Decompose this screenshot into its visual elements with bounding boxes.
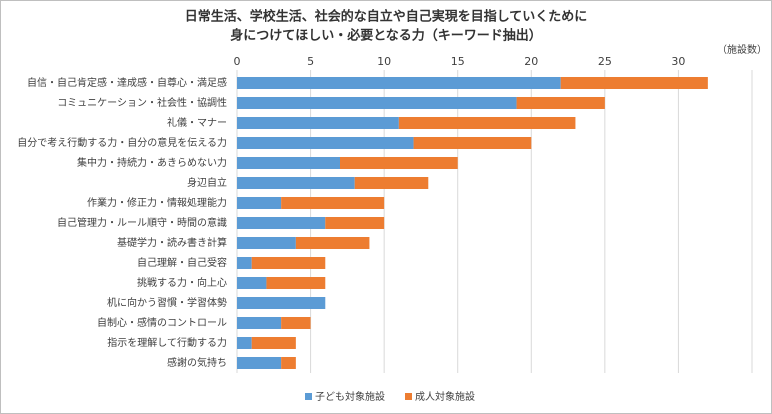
x-tick-label: 25 [598,55,612,68]
x-tick-label: 30 [671,55,685,68]
x-tick-label: 10 [377,55,391,68]
bar [237,77,561,89]
bar [398,117,576,129]
bar [237,297,326,309]
y-tick-label: 自己理解・自己受容 [137,256,227,269]
bar [251,337,296,349]
legend-swatch [305,393,312,400]
bar [251,257,326,269]
y-tick-label: 指示を理解して行動する力 [107,336,227,349]
y-tick-label: 礼儀・マナー [167,116,227,129]
bar [237,357,282,369]
bar [325,217,385,229]
bar [266,277,326,289]
x-tick-label: 20 [524,55,538,68]
bar [237,197,282,209]
bar [281,317,311,329]
bar [237,217,326,229]
bar [295,237,370,249]
bar [237,177,355,189]
bar [340,157,458,169]
bar [516,97,605,109]
axis-unit: （施設数） [717,43,767,56]
chart-title: 身につけてほしい・必要となる力（キーワード抽出） [230,28,542,44]
y-tick-label: 感謝の気持ち [167,356,227,369]
bar [237,97,517,109]
bar [237,137,414,149]
y-tick-label: 自己管理力・ルール順守・時間の意識 [57,216,227,229]
bar [560,77,708,89]
chart-title: 日常生活、学校生活、社会的な自立や自己実現を目指していくために [185,9,588,25]
y-tick-label: 基礎学力・読み書き計算 [117,236,227,249]
x-tick-label: 5 [307,55,314,68]
bar [237,257,252,269]
bar [281,197,385,209]
y-tick-label: 集中力・持続力・あきらめない力 [77,156,227,169]
y-tick-label: 身辺自立 [187,176,227,189]
y-tick-label: コミュニケーション・社会性・協調性 [57,96,227,109]
bar [237,317,282,329]
bar [237,337,252,349]
bar [354,177,429,189]
bar [237,157,340,169]
y-tick-label: 自信・自己肯定感・達成感・自尊心・満足感 [27,76,227,89]
x-tick-label: 15 [451,55,465,68]
y-tick-label: 作業力・修正力・情報処理能力 [87,196,227,209]
bar [237,237,296,249]
bar [237,117,399,129]
bar [237,277,267,289]
legend-label: 子ども対象施設 [315,390,385,403]
x-tick-label: 0 [234,55,241,68]
legend-label: 成人対象施設 [415,390,475,403]
legend-swatch [405,393,412,400]
bar [281,357,296,369]
y-tick-label: 挑戦する力・向上心 [137,276,227,289]
y-tick-label: 机に向かう習慣・学習体勢 [107,296,227,309]
y-tick-label: 自制心・感情のコントロール [97,316,227,329]
bar [413,137,532,149]
y-tick-label: 自分で考え行動する力・自分の意見を伝える力 [17,136,227,149]
